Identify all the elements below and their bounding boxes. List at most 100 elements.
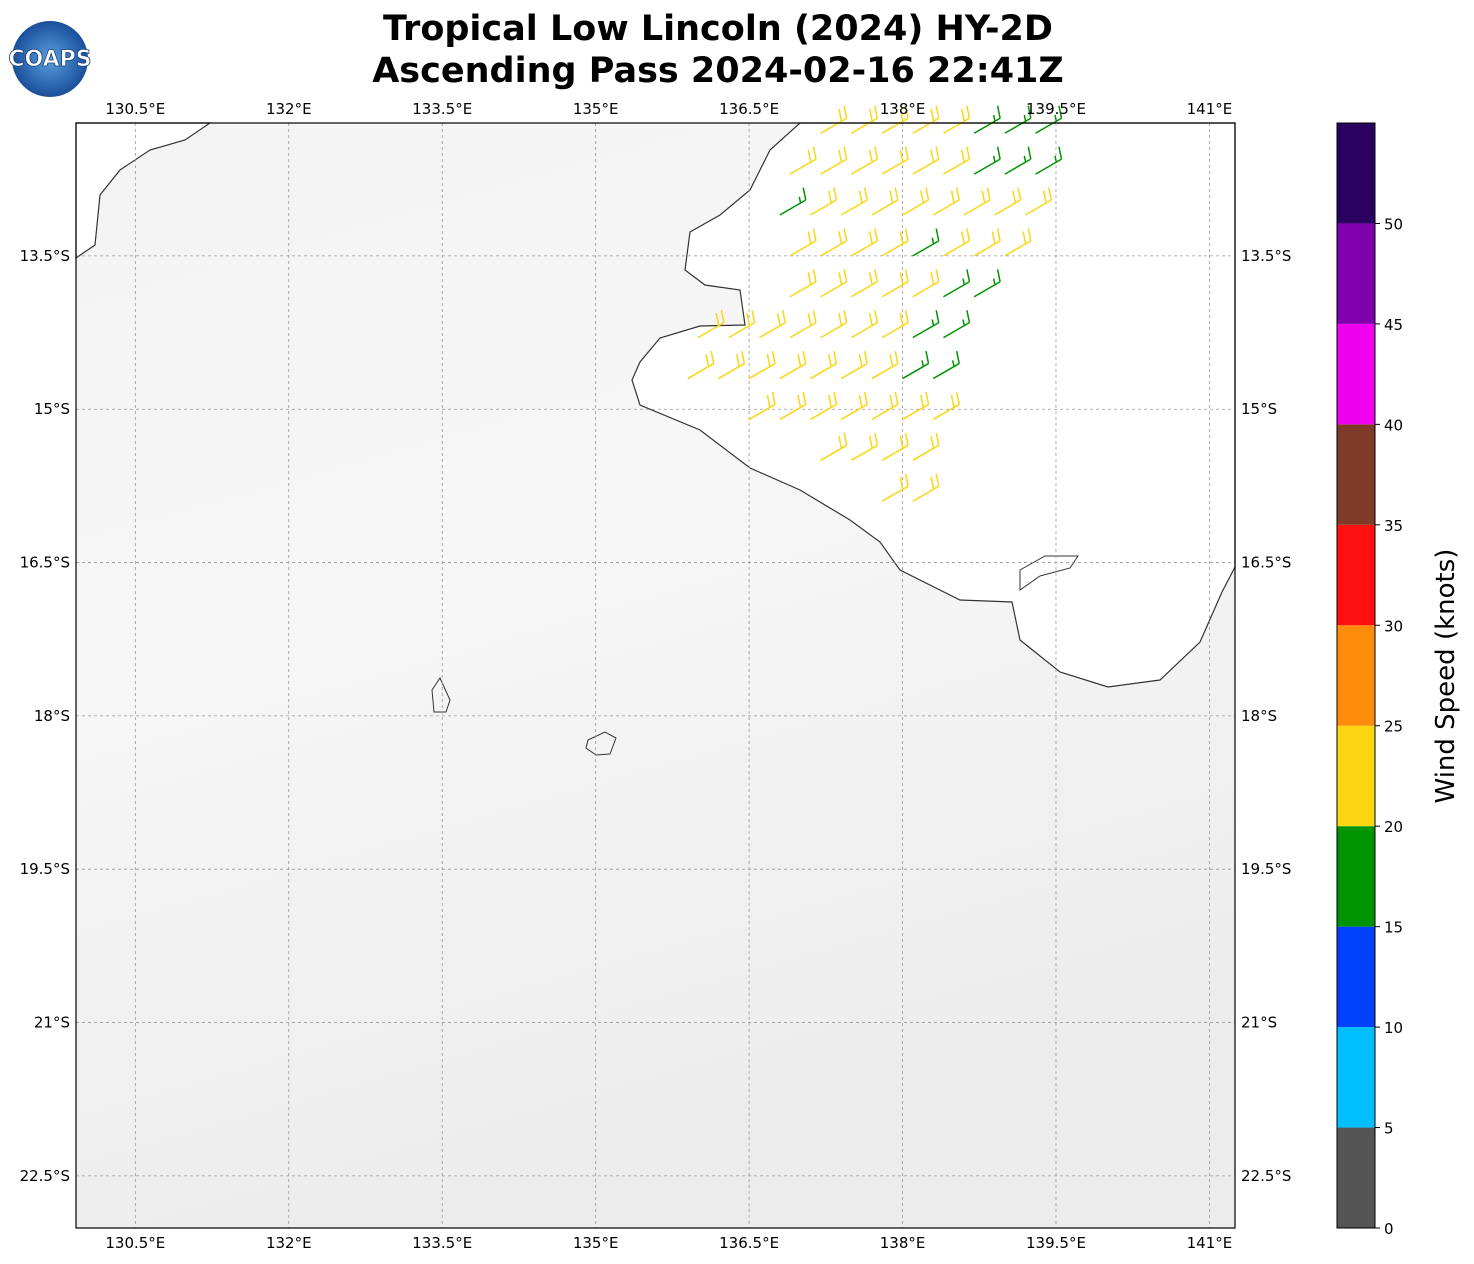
wind-barb [881, 105, 909, 134]
wind-barb [912, 473, 940, 502]
y-tick-label: 22.5°S [1241, 1167, 1291, 1185]
y-tick-label: 21°S [1241, 1014, 1277, 1032]
y-tick-label: 16.5°S [1241, 554, 1291, 572]
logo-text: COAPS [8, 47, 91, 72]
wind-barb [789, 310, 817, 339]
wind-barb [820, 310, 848, 339]
colorbar-tick-label: 40 [1384, 416, 1403, 434]
wind-barb [810, 391, 838, 421]
y-tick-label: 18°S [34, 707, 70, 725]
wind-barb [912, 105, 940, 134]
wind-barb [973, 146, 1001, 175]
wind-barb [789, 269, 817, 298]
wind-barb [871, 187, 899, 216]
x-tick-label: 132°E [266, 100, 312, 118]
wind-barb [912, 146, 940, 175]
colorbar-segment [1337, 625, 1375, 726]
x-tick-label: 138°E [880, 1234, 926, 1252]
wind-barb [820, 146, 848, 175]
x-tick-label: 139.5°E [1026, 1234, 1086, 1252]
y-tick-label: 21°S [34, 1014, 70, 1032]
wind-barb [1004, 105, 1032, 134]
colorbar-tick-label: 5 [1384, 1120, 1394, 1138]
wind-barb [973, 269, 1001, 298]
island [431, 676, 451, 713]
wind-barb [820, 105, 848, 134]
wind-barb [1035, 146, 1063, 175]
wind-barb [932, 187, 960, 216]
wind-barb [810, 351, 838, 380]
y-tick-label: 15°S [1241, 400, 1277, 418]
title-line: Ascending Pass 2024-02-16 22:41Z [372, 51, 1064, 91]
x-tick-label: 132°E [266, 1234, 312, 1252]
colorbar-segment [1337, 1027, 1375, 1128]
wind-barb [851, 269, 879, 298]
wind-barbs [687, 105, 1063, 502]
x-tick-label: 135°E [573, 100, 619, 118]
colorbar-segment [1337, 1127, 1375, 1228]
colorbar-tick-label: 45 [1384, 316, 1403, 334]
wind-barb [789, 146, 817, 175]
wind-barb [912, 269, 940, 298]
wind-barb [943, 228, 971, 257]
wind-barb [871, 391, 899, 421]
wind-barb [840, 351, 868, 380]
ocean-coastline [631, 122, 1236, 688]
wind-barb [973, 105, 1001, 134]
y-tick-label: 18°S [1241, 707, 1277, 725]
wind-barb [779, 391, 807, 421]
grid [76, 123, 1235, 1228]
x-tick-label: 135°E [573, 1234, 619, 1252]
colorbar-segment [1337, 725, 1375, 827]
x-tick-label: 133.5°E [412, 100, 472, 118]
colorbar-segment [1337, 524, 1375, 626]
wind-barb [810, 187, 838, 216]
colorbar-tick-label: 20 [1384, 818, 1403, 836]
colorbar-tick-label: 50 [1384, 215, 1403, 233]
wind-barb [932, 351, 960, 380]
x-tick-label: 136.5°E [719, 1234, 779, 1252]
wind-barb [789, 228, 817, 257]
wind-barb [881, 146, 909, 175]
wind-barb [943, 105, 971, 134]
wind-barb [1035, 105, 1063, 134]
x-tick-label: 133.5°E [412, 1234, 472, 1252]
wind-barb [840, 187, 868, 216]
wind-barb [963, 187, 991, 216]
title-line: Tropical Low Lincoln (2024) HY-2D [383, 9, 1053, 49]
wind-barb [973, 228, 1001, 257]
wind-barb [881, 310, 909, 339]
wind-barb [697, 310, 725, 339]
x-tick-label: 130.5°E [105, 100, 165, 118]
wind-barb [779, 187, 807, 216]
wind-barb [851, 228, 879, 257]
colorbar-tick-label: 25 [1384, 718, 1403, 736]
x-tick-label: 139.5°E [1026, 100, 1086, 118]
colorbar-segment [1337, 826, 1375, 927]
colorbar-segment [1337, 223, 1375, 324]
wind-barb [851, 146, 879, 175]
colorbar-segment [1337, 926, 1375, 1028]
wind-barb [871, 351, 899, 380]
wind-barb [912, 310, 940, 339]
wind-barb [840, 391, 868, 421]
logo-globe [12, 21, 88, 97]
wind-barb [851, 310, 879, 339]
island [1019, 555, 1079, 591]
wind-barb [881, 228, 909, 257]
colorbar-frame [1336, 122, 1376, 1229]
wind-barb [881, 473, 909, 502]
wind-barb [902, 351, 930, 380]
y-tick-label: 19.5°S [20, 860, 70, 878]
colorbar-segment [1337, 424, 1375, 525]
map-frame [75, 122, 1236, 1229]
y-tick-label: 22.5°S [20, 1167, 70, 1185]
colorbar-tick-label: 0 [1384, 1220, 1394, 1238]
wind-barb [718, 351, 746, 380]
wind-barb [881, 432, 909, 461]
y-tick-label: 19.5°S [1241, 860, 1291, 878]
wind-barb [820, 228, 848, 257]
wind-barb [902, 187, 930, 216]
colorbar-tick-label: 30 [1384, 617, 1403, 635]
wind-barb [932, 391, 960, 421]
